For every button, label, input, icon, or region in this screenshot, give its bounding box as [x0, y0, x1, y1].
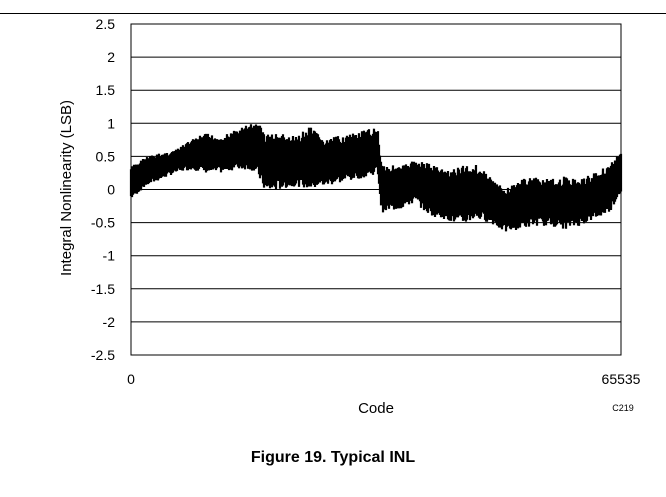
y-tick-label: -1.5 [91, 281, 115, 297]
y-tick-label: 0 [107, 182, 115, 198]
x-tick-label: 65535 [602, 371, 641, 387]
y-tick-label: 2.5 [96, 16, 116, 32]
x-axis-label: Code [358, 400, 394, 417]
y-axis-ticks: 2.5 2 1.5 1 0.5 0 -0.5 -1 -1.5 -2 -2.5 [91, 16, 115, 363]
x-tick-label: 0 [127, 371, 135, 387]
figure-caption: Figure 19. Typical INL [250, 449, 416, 466]
y-tick-label: -2 [103, 314, 116, 330]
y-axis-label: Integral Nonlinearity (LSB) [58, 100, 75, 276]
figure-code-tag: C219 [612, 403, 634, 413]
inl-trace [129, 124, 623, 232]
y-tick-label: -2.5 [91, 347, 115, 363]
y-tick-label: -0.5 [91, 215, 115, 231]
inl-trace-layer [129, 124, 623, 232]
y-tick-label: -1 [103, 248, 116, 264]
top-rule [0, 13, 666, 14]
y-tick-label: 1.5 [96, 82, 116, 98]
y-tick-label: 2 [107, 49, 115, 65]
y-tick-label: 0.5 [96, 148, 116, 164]
y-tick-label: 1 [107, 115, 115, 131]
plot-frame [130, 23, 622, 356]
inl-chart: 2.5 2 1.5 1 0.5 0 -0.5 -1 -1.5 -2 -2.5 0 65535 Inte… [58, 16, 641, 417]
x-axis-ticks: 0 65535 [127, 371, 641, 387]
